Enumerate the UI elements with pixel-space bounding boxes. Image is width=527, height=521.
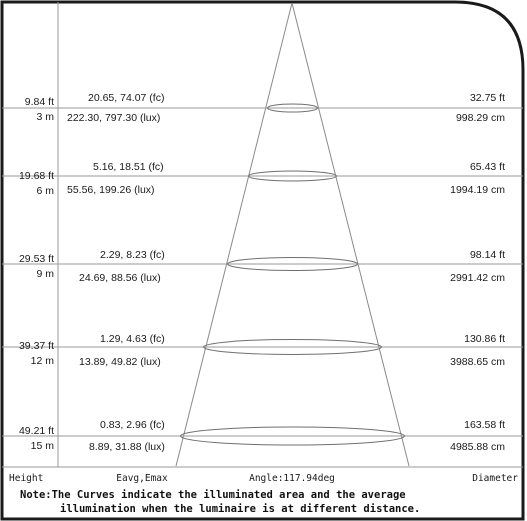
- beam-angle-label: Angle:117.94deg: [249, 473, 335, 484]
- height-m-label: 12 m: [31, 355, 55, 367]
- diameter-column-label: Diameter: [472, 473, 518, 484]
- illuminance-fc: 5.16, 18.51 (fc): [93, 161, 164, 173]
- illumination-ellipse-3m: [267, 103, 318, 113]
- illumination-ellipses: [180, 103, 405, 446]
- diameter-cm: 2991.42 cm: [450, 272, 505, 284]
- height-m-label: 3 m: [36, 111, 54, 123]
- height-ft-label: 49.21 ft: [19, 425, 54, 437]
- illuminance-lux: 8.89, 31.88 (lux): [89, 441, 165, 453]
- height-ft-label: 9.84 ft: [25, 96, 54, 108]
- diameter-ft: 32.75 ft: [470, 92, 505, 104]
- diameter-ft: 65.43 ft: [470, 161, 505, 173]
- illuminance-lux: 55.56, 199.26 (lux): [67, 184, 155, 196]
- note-line-1: Note:The Curves indicate the illuminated…: [20, 489, 406, 501]
- illuminance-lux: 24.69, 88.56 (lux): [79, 272, 161, 284]
- cone-right-edge: [291, 2, 410, 467]
- eavg-emax-label: Eavg,Emax: [116, 473, 168, 484]
- diameter-ft: 163.58 ft: [464, 419, 505, 431]
- diameter-cm: 3988.65 cm: [450, 356, 505, 368]
- diameter-cm: 998.29 cm: [456, 112, 505, 124]
- diameter-ft: 130.86 ft: [464, 333, 505, 345]
- height-ft-label: 29.53 ft: [19, 253, 54, 265]
- height-m-label: 6 m: [36, 185, 54, 197]
- cone-left-edge: [175, 2, 293, 467]
- diameter-ft: 98.14 ft: [470, 249, 505, 261]
- illumination-ellipse-9m: [227, 257, 358, 271]
- height-ft-label: 39.37 ft: [19, 340, 54, 352]
- illuminance-fc: 20.65, 74.07 (fc): [88, 92, 164, 104]
- height-column-label: Height: [9, 473, 43, 484]
- illuminance-fc: 1.29, 4.63 (fc): [100, 333, 165, 345]
- diameter-cm: 4985.88 cm: [450, 441, 505, 453]
- illuminance-lux: 13.89, 49.82 (lux): [79, 356, 161, 368]
- illuminance-fc: 2.29, 8.23 (fc): [100, 249, 165, 261]
- height-m-label: 9 m: [36, 268, 54, 280]
- illumination-ellipse-12m: [203, 339, 382, 355]
- height-ft-label: 19.68 ft: [19, 170, 54, 182]
- note-line-2: illumination when the luminaire is at di…: [60, 503, 420, 515]
- illuminance-lux: 222.30, 797.30 (lux): [67, 112, 160, 124]
- height-m-label: 15 m: [31, 440, 55, 452]
- illumination-ellipse-15m: [180, 426, 405, 446]
- illumination-ellipse-6m: [248, 170, 337, 182]
- diameter-cm: 1994.19 cm: [450, 184, 505, 196]
- illuminance-fc: 0.83, 2.96 (fc): [100, 419, 165, 431]
- distance-lines: [2, 107, 523, 468]
